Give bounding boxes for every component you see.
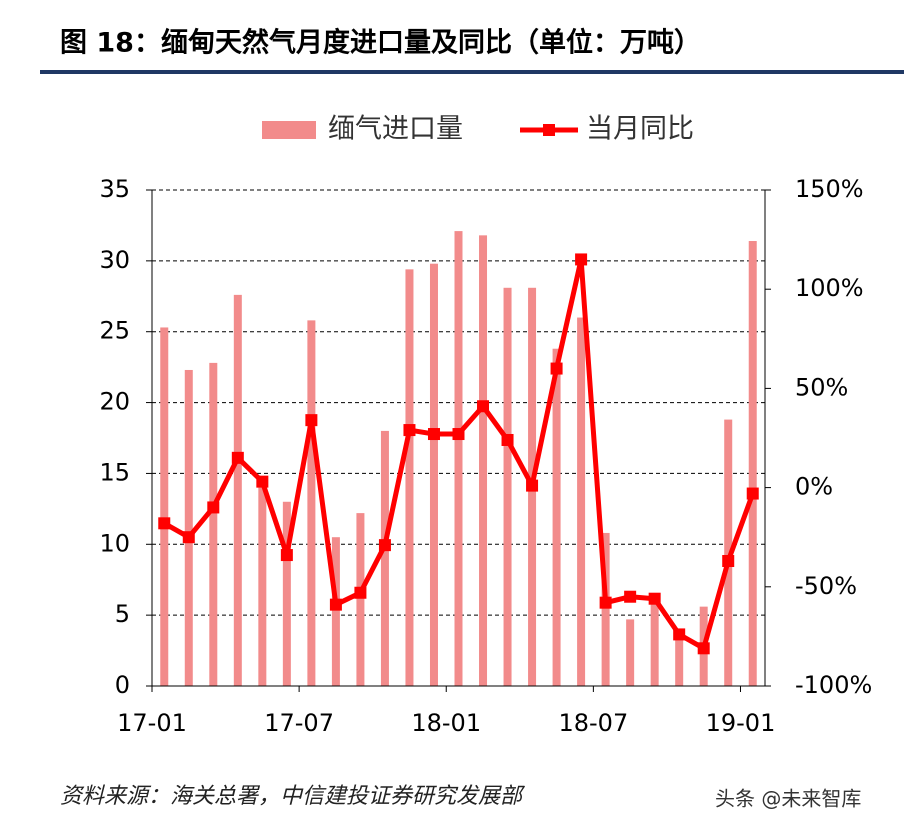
bar — [724, 419, 733, 686]
line-marker — [746, 487, 759, 500]
y2-tick-label: 50% — [795, 373, 848, 401]
bar — [552, 348, 561, 686]
bar — [209, 362, 218, 686]
line-marker — [501, 433, 514, 446]
line-marker — [697, 642, 710, 655]
y-tick-label: 30 — [99, 246, 130, 274]
bar — [356, 513, 365, 686]
bar — [331, 537, 340, 686]
y-tick-label: 15 — [99, 458, 130, 486]
line-marker — [256, 475, 269, 488]
line-marker — [427, 428, 440, 441]
y-tick-label: 10 — [99, 529, 130, 557]
y2-tick-label: 150% — [795, 175, 864, 203]
x-tick-label: 18-01 — [411, 709, 481, 737]
x-tick-label: 18-07 — [558, 709, 628, 737]
y-tick-label: 25 — [99, 317, 130, 345]
bar — [429, 263, 438, 686]
legend-swatch — [543, 124, 555, 136]
legend-label: 缅气进口量 — [328, 114, 463, 145]
line-marker — [158, 517, 171, 530]
line-marker — [550, 362, 563, 375]
bar — [233, 294, 242, 686]
bar — [601, 532, 610, 686]
x-tick-label: 19-01 — [706, 709, 776, 737]
y2-tick-label: 100% — [795, 274, 864, 302]
y-tick-label: 5 — [115, 600, 130, 628]
source: 资料来源：海关总署，中信建投证券研究发展部 — [60, 784, 526, 809]
y2-tick-label: -100% — [795, 671, 872, 699]
bar — [307, 320, 316, 686]
line-marker — [624, 590, 637, 603]
y2-tick-label: -50% — [795, 572, 857, 600]
y-tick-label: 20 — [99, 388, 130, 416]
y-tick-label: 0 — [115, 671, 130, 699]
chart-title: 图 18：缅甸天然气月度进口量及同比（单位：万吨） — [60, 27, 701, 59]
bar — [748, 241, 757, 686]
line-marker — [280, 549, 293, 562]
bar — [479, 235, 488, 686]
bar — [184, 369, 193, 686]
line-marker — [526, 479, 539, 492]
line-marker — [452, 428, 465, 441]
bar — [503, 287, 512, 686]
line-marker — [378, 539, 391, 552]
line-marker — [403, 424, 416, 437]
bar — [626, 619, 635, 686]
line-marker — [477, 400, 490, 413]
bar — [380, 430, 389, 686]
line-marker — [207, 501, 220, 514]
legend-label: 当月同比 — [586, 114, 694, 145]
line-marker — [673, 628, 686, 641]
bar — [675, 636, 684, 686]
line-marker — [575, 253, 588, 266]
bar — [454, 231, 463, 686]
y-tick-label: 35 — [99, 175, 130, 203]
x-tick-label: 17-07 — [264, 709, 334, 737]
line-marker — [354, 586, 367, 599]
bar — [258, 487, 267, 686]
line-marker — [329, 598, 342, 611]
legend-swatch — [262, 121, 316, 139]
y2-tick-label: 0% — [795, 473, 833, 501]
bar — [577, 317, 586, 686]
watermark: 头条 @未来智库 — [715, 787, 861, 811]
line-marker — [231, 451, 244, 464]
bar — [650, 600, 659, 686]
line-marker — [305, 414, 318, 427]
line-marker — [599, 596, 612, 609]
line-marker — [182, 531, 195, 544]
line-marker — [648, 592, 661, 605]
bar — [160, 327, 169, 686]
title-rule — [40, 70, 904, 74]
x-tick-label: 17-01 — [117, 709, 187, 737]
line-marker — [722, 555, 735, 568]
bar — [405, 269, 414, 686]
bar — [282, 501, 291, 686]
